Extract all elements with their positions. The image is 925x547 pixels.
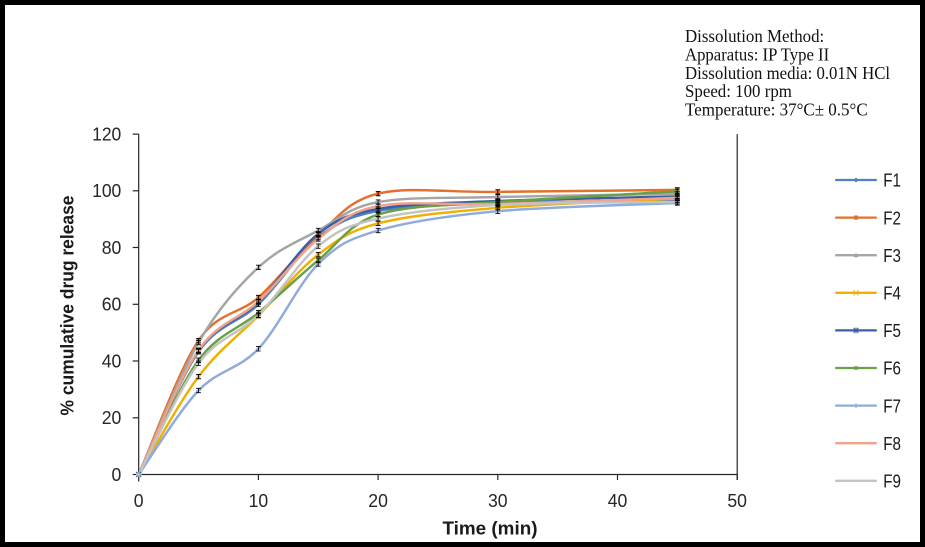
- svg-text:Apparatus: IP Type II: Apparatus: IP Type II: [685, 45, 829, 65]
- svg-text:80: 80: [102, 238, 122, 258]
- svg-text:0: 0: [134, 491, 144, 511]
- svg-text:F8: F8: [883, 434, 901, 454]
- svg-text:Speed: 100 rpm: Speed: 100 rpm: [685, 81, 792, 101]
- svg-text:60: 60: [102, 295, 122, 315]
- svg-text:20: 20: [368, 491, 388, 511]
- svg-text:Dissolution Method:: Dissolution Method:: [685, 26, 824, 46]
- svg-text:100: 100: [92, 181, 121, 201]
- svg-text:50: 50: [727, 491, 747, 511]
- svg-text:F4: F4: [883, 284, 901, 304]
- svg-text:Temperature: 37°C± 0.5°C: Temperature: 37°C± 0.5°C: [685, 100, 868, 120]
- svg-text:F7: F7: [883, 396, 901, 416]
- svg-text:Time (min): Time (min): [443, 519, 538, 539]
- svg-text:F1: F1: [883, 171, 901, 191]
- svg-text:F2: F2: [883, 208, 901, 228]
- svg-text:F3: F3: [883, 246, 901, 266]
- svg-text:20: 20: [102, 408, 122, 428]
- svg-text:F5: F5: [883, 321, 901, 341]
- svg-text:10: 10: [249, 491, 269, 511]
- svg-text:F6: F6: [883, 359, 901, 379]
- svg-text:0: 0: [112, 465, 122, 485]
- svg-text:40: 40: [102, 351, 122, 371]
- svg-text:40: 40: [608, 491, 628, 511]
- svg-text:F9: F9: [883, 472, 901, 492]
- svg-text:Dissolution media: 0.01N HCl: Dissolution media: 0.01N HCl: [685, 63, 890, 83]
- svg-text:120: 120: [92, 125, 121, 145]
- svg-text:% cumulative drug release: % cumulative drug release: [58, 196, 78, 416]
- svg-text:30: 30: [488, 491, 508, 511]
